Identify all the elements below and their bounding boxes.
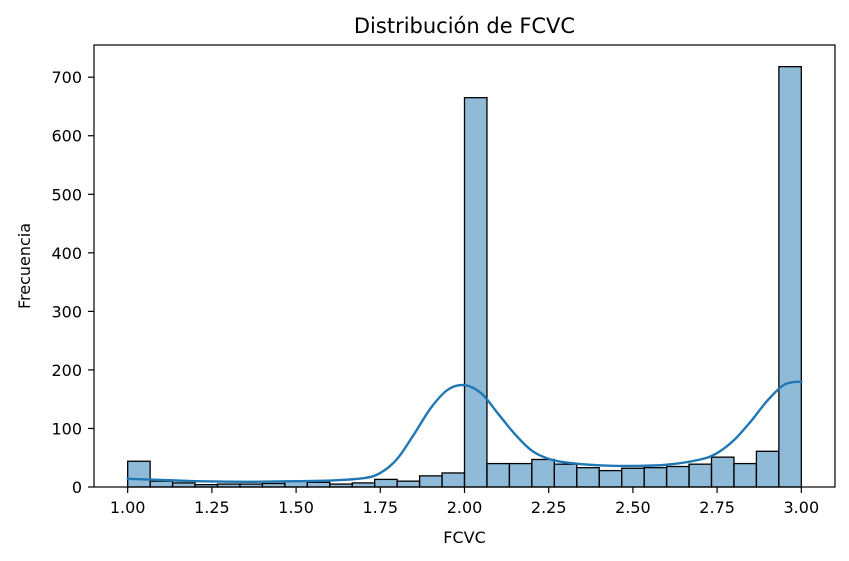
y-tick-label: 500 (51, 185, 82, 204)
x-tick-label: 1.00 (110, 498, 146, 517)
histogram-bar (643, 467, 668, 488)
histogram-bar (755, 450, 780, 488)
x-tick-label: 2.50 (615, 498, 651, 517)
histogram-bar (531, 458, 555, 488)
histogram-bar (621, 467, 645, 488)
y-tick-label: 700 (51, 68, 82, 87)
histogram-bar (374, 478, 398, 488)
histogram-bar (733, 462, 758, 488)
histogram-bar (486, 462, 511, 488)
histogram-bar (778, 66, 802, 488)
histogram-bar (688, 463, 713, 488)
histogram-bar (171, 482, 196, 488)
y-tick-label: 600 (51, 127, 82, 146)
histogram-bar (306, 481, 331, 488)
histogram-bar (665, 465, 690, 488)
histogram-bar (463, 97, 488, 488)
histogram-bar (127, 460, 151, 488)
histogram-bar (710, 456, 735, 488)
histogram-bar (598, 469, 623, 488)
kde-line (126, 380, 803, 484)
y-tick-label: 0 (72, 478, 82, 497)
y-axis-ticks: 0 100 200 300 400 500 600 700 (51, 68, 94, 497)
histogram-bar (351, 482, 376, 488)
x-tick-label: 2.75 (699, 498, 735, 517)
y-tick-label: 300 (51, 302, 82, 321)
histogram-bar (553, 463, 578, 488)
y-tick-label: 400 (51, 244, 82, 263)
histogram-bar (508, 462, 533, 488)
bars-layer (127, 66, 802, 488)
histogram-bar (576, 467, 600, 488)
chart-title: Distribución de FCVC (354, 14, 575, 38)
y-tick-label: 200 (51, 361, 82, 380)
x-axis-label: FCVC (443, 528, 486, 547)
x-tick-label: 1.75 (362, 498, 398, 517)
x-tick-label: 2.25 (531, 498, 567, 517)
y-tick-label: 100 (51, 419, 82, 438)
x-tick-label: 1.25 (194, 498, 230, 517)
x-tick-label: 2.00 (447, 498, 483, 517)
kde-layer (126, 380, 803, 484)
histogram-bar (441, 472, 466, 488)
y-axis-label: Frecuencia (15, 223, 34, 309)
x-axis-ticks: 1.00 1.25 1.50 1.75 2.00 2.25 2.50 2.75 3.00 (110, 487, 819, 517)
histogram-bar (149, 480, 174, 488)
histogram-bar (418, 475, 443, 488)
x-tick-label: 1.50 (278, 498, 314, 517)
x-tick-label: 3.00 (784, 498, 820, 517)
histogram-bar (396, 480, 421, 488)
